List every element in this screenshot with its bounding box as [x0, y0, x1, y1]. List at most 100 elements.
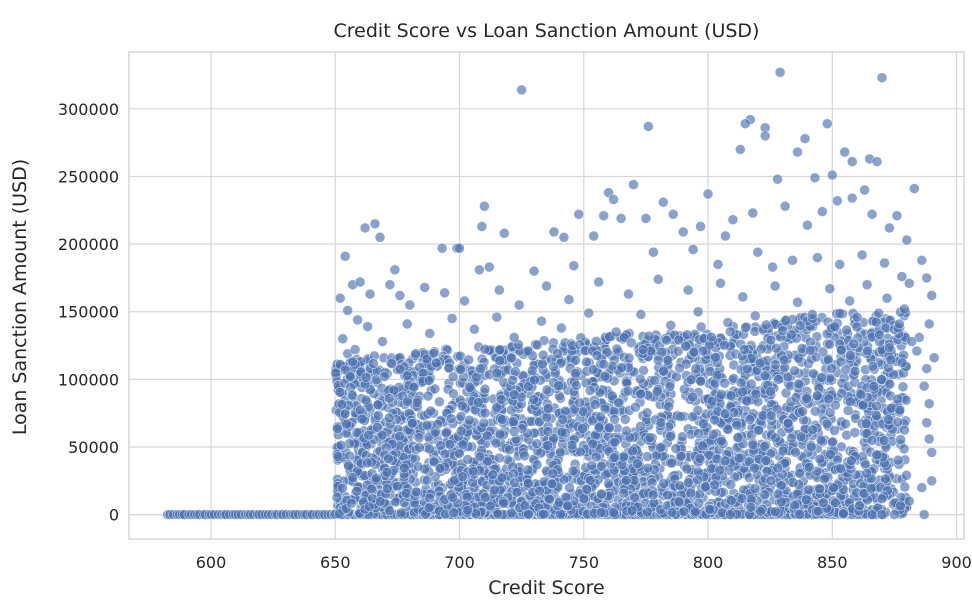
data-point [770, 359, 781, 371]
data-point [490, 437, 502, 449]
data-point [463, 414, 475, 426]
data-point [439, 287, 450, 299]
data-point [815, 434, 827, 446]
data-point [836, 388, 847, 399]
data-point [760, 319, 772, 331]
data-point [562, 500, 574, 512]
data-point [846, 156, 858, 167]
data-point [606, 390, 618, 402]
data-point [928, 352, 940, 364]
data-point [447, 492, 458, 503]
data-point [508, 468, 519, 480]
data-point [379, 371, 390, 382]
data-point [899, 303, 910, 315]
data-point [923, 318, 935, 330]
data-point [372, 399, 384, 411]
data-point [879, 257, 890, 269]
data-point [581, 484, 593, 495]
data-point [866, 209, 878, 220]
data-point [892, 393, 904, 405]
data-point [388, 384, 400, 396]
data-point [658, 478, 670, 489]
data-point [739, 118, 751, 129]
data-point [862, 345, 873, 357]
data-point [740, 322, 751, 333]
x-tick-label: 650 [320, 553, 351, 572]
data-point [339, 250, 351, 262]
data-point [448, 507, 460, 519]
data-point [607, 360, 618, 372]
data-point [664, 381, 676, 392]
data-point [687, 244, 699, 255]
data-point [769, 280, 781, 292]
data-point [921, 272, 933, 284]
data-point [541, 384, 553, 396]
data-point [344, 371, 356, 383]
data-point [824, 338, 835, 350]
data-point [807, 309, 818, 320]
data-point [709, 414, 720, 426]
data-point [697, 440, 708, 452]
data-point [814, 483, 825, 495]
data-point [789, 499, 801, 511]
data-point [652, 354, 664, 366]
data-point [712, 259, 724, 270]
data-point [655, 417, 667, 429]
data-point [495, 394, 507, 405]
x-tick-label: 700 [444, 553, 475, 572]
data-point [901, 469, 912, 481]
data-point [593, 422, 605, 434]
data-point [891, 210, 903, 221]
data-point [675, 450, 687, 462]
data-point [587, 364, 599, 376]
data-point [448, 388, 459, 400]
data-point [846, 192, 858, 204]
data-point [628, 179, 639, 190]
data-point [682, 329, 693, 341]
data-point [635, 309, 647, 320]
data-point [794, 509, 806, 520]
data-point [794, 320, 806, 331]
data-point [346, 389, 358, 401]
data-point [799, 133, 811, 144]
data-point [814, 453, 826, 465]
data-point [622, 385, 634, 397]
data-point [596, 460, 607, 472]
data-point [732, 432, 744, 443]
data-point [734, 144, 746, 155]
data-point [899, 481, 911, 493]
data-point [446, 313, 458, 324]
data-point [807, 424, 819, 436]
data-point [719, 455, 731, 467]
data-point [373, 410, 384, 421]
data-point [587, 438, 599, 450]
data-point [666, 457, 678, 469]
data-point [613, 397, 624, 409]
data-point [423, 502, 435, 514]
data-point [591, 350, 603, 361]
data-point [493, 284, 505, 296]
data-point [916, 254, 928, 266]
data-point [556, 426, 568, 438]
data-point [589, 399, 601, 410]
data-point [519, 450, 530, 462]
data-point [680, 340, 692, 352]
data-point [835, 463, 847, 474]
data-point [727, 214, 739, 225]
data-point [383, 453, 394, 465]
data-point [842, 405, 854, 416]
data-point [753, 425, 764, 436]
data-point [623, 352, 635, 364]
data-point [588, 230, 600, 242]
y-tick-label: 100000 [58, 370, 119, 389]
data-point [845, 350, 856, 361]
data-point [618, 451, 629, 463]
data-point [472, 397, 484, 408]
data-point [657, 196, 669, 208]
data-point [642, 462, 654, 474]
data-point [494, 428, 506, 440]
data-point [685, 487, 697, 499]
data-point [558, 232, 570, 243]
data-point [412, 461, 424, 473]
data-point [349, 344, 361, 355]
